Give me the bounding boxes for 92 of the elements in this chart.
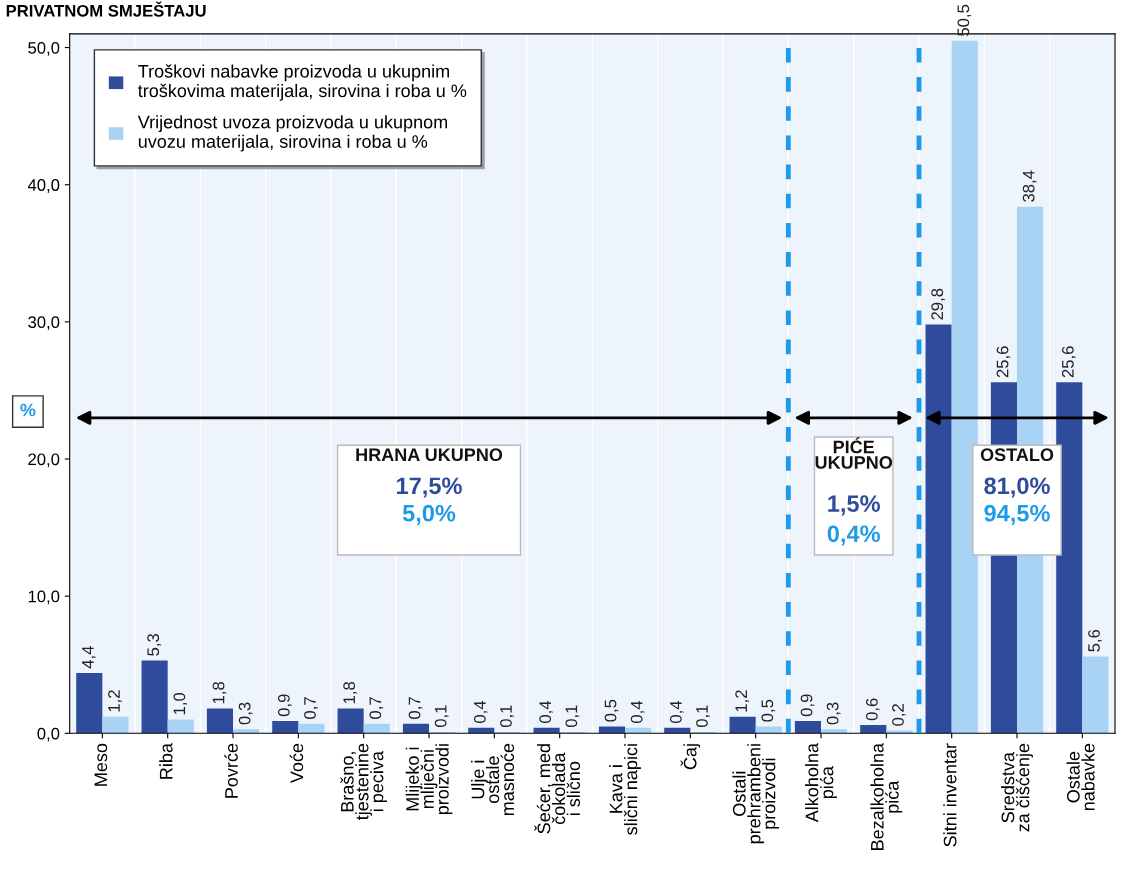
data-label: 1,8 [212,682,227,704]
data-label: 0,5 [761,699,776,722]
annotation: 0,4% [827,525,880,546]
data-label: 25,6 [1061,346,1076,378]
x-tick-label: Bezalkoholna pića [870,743,903,850]
data-label: 0,1 [565,705,580,728]
x-tick-label: Šećer, med čokolada i slično [534,744,581,834]
y-tick-label: 10,0 [28,590,60,605]
data-label: 0,4 [669,700,684,723]
annotation: HRANA UKUPNO [356,448,503,462]
bar [272,720,299,734]
x-tick-label: Sitni inventar [943,743,957,847]
y-tick-label: 30,0 [28,316,60,331]
annotation: OSTALO [980,448,1054,462]
y-tick-label: 20,0 [28,453,60,468]
y-tick-label: 40,0 [27,179,60,193]
data-label: 0,5 [604,699,619,722]
bar [794,720,822,734]
bar [729,716,756,734]
data-label: 0,4 [539,700,554,723]
data-label: 1,2 [735,690,750,712]
bar [167,719,194,734]
bar [1082,656,1109,734]
bar [625,727,652,734]
annotation: 17,5% [397,477,462,498]
data-label: 0,7 [304,697,318,719]
x-tick-label: Ostale nabavke [1066,743,1095,811]
bar [533,727,560,734]
data-label: 0,4 [630,700,645,723]
data-label: 0,3 [238,702,253,725]
bar [468,727,495,734]
data-label: 5,3 [147,634,162,656]
data-label: 0,9 [800,694,815,717]
legend-label: Troškovi nabavke proizvoda u ukupnim troškovima materijala, sirovina i roba u % [138,64,467,101]
x-tick-label: Ulje i ostale masnoće [471,743,515,816]
bar [598,726,626,734]
legend-label: Vrijednost uvoza proizvoda u ukupnom uvozu materijala, sirovina i roba u % [137,115,447,152]
data-label: 0,3 [826,702,841,725]
bar [76,672,103,734]
annotation: 5,0% [402,504,456,525]
y-tick-label: 50,0 [28,41,60,56]
y-axis-title: % [20,403,36,417]
x-tick-label: Ostali prehrambeni proizvodi [732,744,779,844]
data-label: 50,5 [957,4,972,36]
x-tick-label: Riba [159,743,173,779]
data-label: 25,6 [996,346,1011,378]
data-label: 0,9 [277,694,292,717]
bar [298,723,325,734]
x-tick-label: Kava i slični napici [609,744,641,835]
data-label: 0,2 [892,704,906,726]
data-label: 29,8 [931,288,946,320]
bar [206,708,234,734]
data-label: 1,8 [343,682,358,704]
bar [821,729,848,734]
bar [925,324,952,734]
bar [102,716,129,734]
data-label: 0,7 [369,697,384,719]
x-tick-label: Brašno, tjestenine i peciva [340,743,387,821]
annotation: PIĆE UKUPNO [815,437,893,469]
bar [337,708,364,734]
bar [664,727,691,734]
data-label: 1,2 [108,690,122,712]
x-tick-label: Mlijeko i mliječni proizvodi [405,744,453,815]
bar [1056,382,1083,734]
x-tick-label: Povrće [224,743,238,798]
bar [755,726,782,734]
data-label: 0,7 [408,697,423,719]
bar [141,660,168,734]
y-tick-label: 0,0 [37,727,60,742]
annotation: 94,5% [984,504,1050,525]
data-label: 0,1 [434,705,449,728]
data-label: 0,1 [500,705,514,728]
annotation: 1,5% [828,495,880,516]
annotation: 81,0% [984,477,1050,498]
data-label: 0,1 [696,705,710,728]
x-tick-label: Alkoholna pića [805,743,837,823]
data-label: 4,4 [82,646,96,669]
data-label: 38,4 [1022,170,1037,202]
bar [363,723,390,734]
x-tick-label: Sredstva za čišćenje [1001,743,1033,832]
x-tick-label: Meso [94,743,108,786]
x-tick-label: Voće [289,743,304,784]
bar [233,729,260,734]
data-label: 1,0 [173,692,188,715]
chart-title: PRIVATNOM SMJEŠTAJU [6,1,206,17]
data-label: 5,6 [1088,629,1102,652]
data-label: 0,4 [473,700,488,723]
x-tick-label: Čaj [680,744,701,770]
data-label: 0,6 [865,698,880,721]
bar [951,40,978,734]
bar [860,725,887,734]
bar [402,723,430,734]
